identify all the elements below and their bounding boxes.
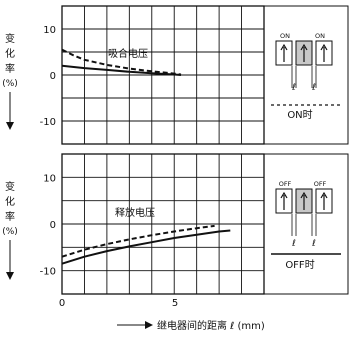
ylabel-unit: (%)	[2, 227, 18, 237]
ylabel-unit: (%)	[2, 79, 18, 89]
up-arrow-icon	[280, 43, 288, 62]
series-line-dashed	[61, 48, 182, 76]
up-arrow-icon	[320, 43, 328, 62]
panel-top: 10 0 -10 吸合电压 变 化 率 (%) ON ON ℓ ℓ	[2, 5, 349, 145]
ytick-label: 10	[43, 173, 56, 184]
spacing-label: ℓ	[311, 83, 316, 93]
ytick-label: 0	[50, 71, 56, 82]
ytick-label: -10	[40, 117, 56, 128]
switch-label: OFF	[279, 180, 292, 188]
ylabel-char: 变	[5, 180, 15, 193]
diagram-frame-top	[263, 5, 349, 145]
ylabel-char: 率	[5, 210, 15, 223]
relay-diagram-on: ON ON ℓ ℓ ON时	[271, 32, 341, 121]
ylabel-char: 化	[5, 47, 15, 60]
grid-bottom	[62, 154, 264, 294]
relay-diagram-off: OFF OFF ℓ ℓ OFF时	[271, 180, 341, 271]
spacing-label: ℓ	[291, 239, 296, 249]
diagram-caption: ON时	[287, 109, 312, 121]
ylabel-char: 变	[5, 32, 15, 45]
series-line-dashed	[61, 224, 215, 258]
xaxis-label: 继电器间的距离 ℓ (mm)	[157, 319, 265, 332]
diagram-frame-bottom	[263, 153, 349, 295]
ytick-labels-bottom: 10 0 -10	[40, 173, 56, 277]
diagram-caption: OFF时	[285, 259, 314, 271]
switch-label: ON	[280, 32, 290, 40]
up-arrow-icon	[300, 191, 308, 210]
up-arrow-icon	[300, 43, 308, 62]
ylabel-bottom: 变 化 率 (%)	[2, 180, 18, 280]
switch-label: OFF	[314, 180, 327, 188]
ytick-labels-top: 10 0 -10	[40, 25, 56, 128]
series-top	[61, 48, 182, 76]
series-bottom	[61, 224, 231, 265]
ylabel-top: 变 化 率 (%)	[2, 32, 18, 130]
annotation-pickup-voltage: 吸合电压	[108, 47, 148, 60]
series-line-solid	[61, 64, 182, 76]
up-arrow-icon	[280, 191, 288, 210]
ytick-label: 10	[43, 25, 56, 36]
grid-top	[62, 6, 264, 144]
spacing-label: ℓ	[291, 83, 296, 93]
annotation-release-voltage: 释放电压	[115, 206, 155, 219]
ylabel-char: 化	[5, 195, 15, 208]
xaxis: 0 5 继电器间的距离 ℓ (mm)	[59, 298, 265, 332]
ytick-label: 0	[50, 220, 56, 231]
switch-label: ON	[315, 32, 325, 40]
xtick-label: 0	[59, 298, 65, 309]
up-arrow-icon	[320, 191, 328, 210]
ytick-label: -10	[40, 267, 56, 278]
panel-bottom: 100-10 释放电压 变 化 率 (%) OFF OFF ℓ ℓ OF	[2, 153, 349, 295]
series-line-solid	[61, 229, 231, 265]
xtick-label: 5	[172, 298, 178, 309]
spacing-label: ℓ	[311, 239, 316, 249]
ylabel-char: 率	[5, 62, 15, 75]
